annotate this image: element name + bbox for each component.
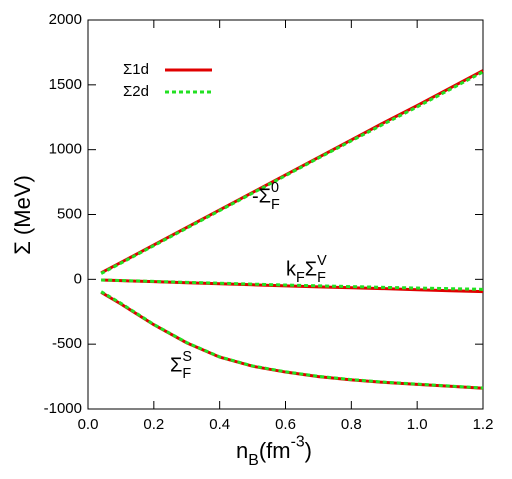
data-line: [101, 278, 484, 291]
y-tick-label: -1000: [44, 400, 82, 417]
data-line: [100, 291, 484, 390]
y-tick-label: 0: [74, 270, 82, 287]
annotation: F: [296, 270, 305, 286]
data-line: [100, 290, 484, 390]
x-tick-label: 1.0: [407, 416, 428, 433]
y-tick-label: 1500: [49, 76, 82, 93]
annotation: F: [182, 366, 191, 382]
x-axis-label: ): [305, 438, 312, 463]
annotation: V: [317, 253, 327, 269]
x-tick-label: 0.6: [275, 416, 296, 433]
x-tick-label: 0.8: [341, 416, 362, 433]
y-axis-label: Σ (MeV): [10, 175, 35, 255]
annotation: k: [286, 258, 297, 280]
annotation: F: [317, 270, 326, 286]
x-axis-label: B: [248, 452, 259, 469]
annotation: 0: [271, 180, 279, 196]
y-tick-label: -500: [52, 335, 82, 352]
annotation: Σ: [305, 258, 317, 280]
annotation: F: [271, 197, 280, 213]
data-line: [100, 70, 484, 275]
annotation: Σ: [170, 354, 182, 376]
legend-label: Σ1d: [123, 61, 149, 78]
x-axis-label: n: [236, 438, 248, 463]
legend-label: Σ2d: [123, 83, 149, 100]
x-axis-label: -3: [291, 433, 305, 450]
y-tick-label: 2000: [49, 11, 82, 28]
plot-frame: [87, 19, 484, 410]
x-tick-label: 0.2: [143, 416, 164, 433]
x-axis-label: (fm: [259, 438, 291, 463]
x-tick-label: 1.2: [473, 416, 494, 433]
x-tick-label: 0.0: [78, 416, 99, 433]
y-tick-label: 500: [57, 205, 82, 222]
annotation: -Σ: [252, 185, 271, 207]
annotation: S: [182, 349, 192, 365]
y-tick-label: 1000: [49, 141, 82, 158]
x-tick-label: 0.4: [209, 416, 230, 433]
